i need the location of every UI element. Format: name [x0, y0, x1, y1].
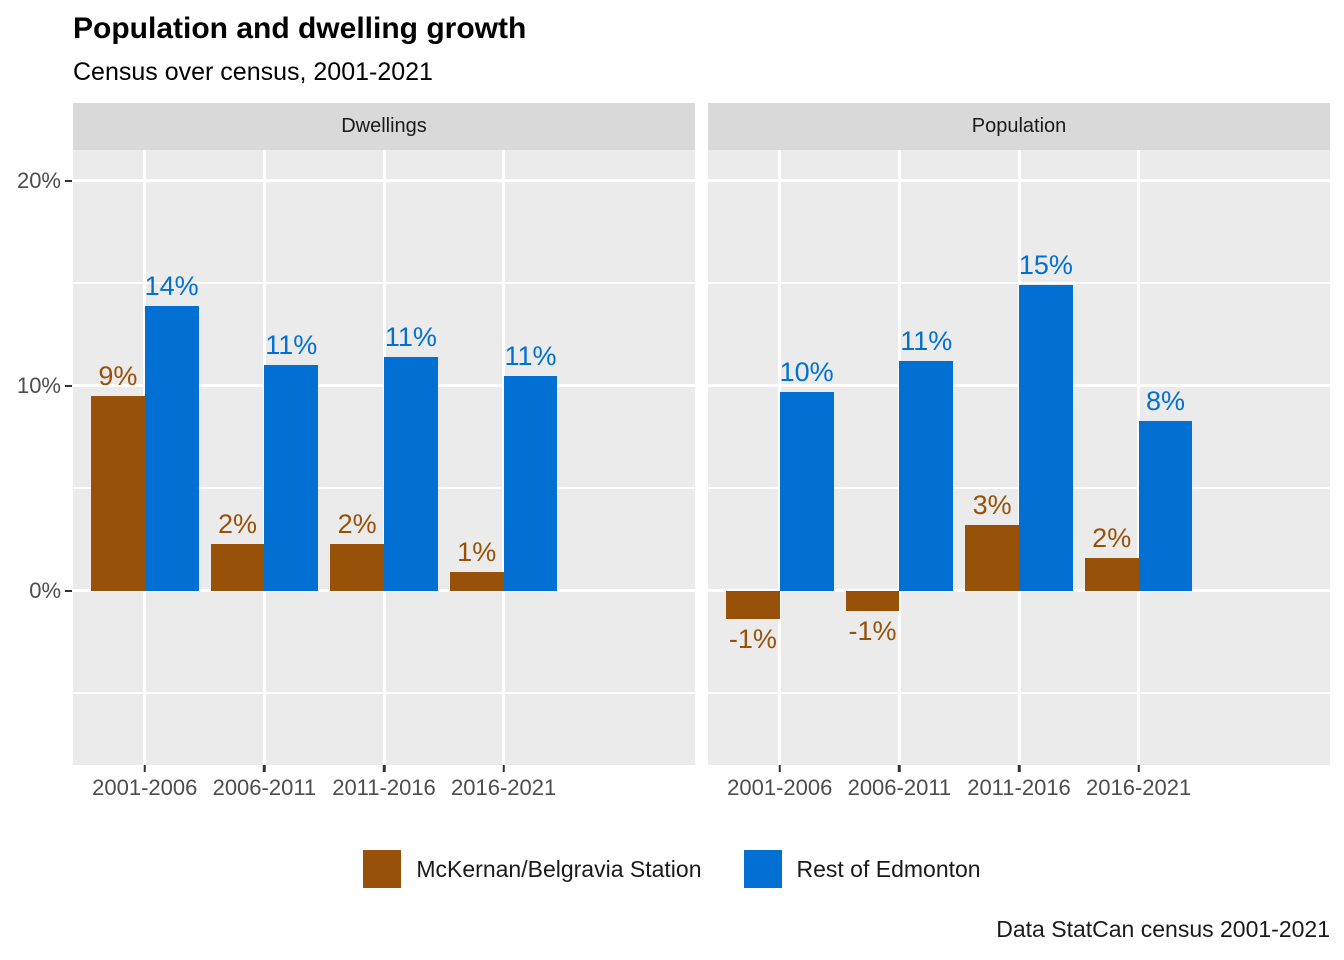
y-axis-tick: [65, 179, 72, 182]
chart-subtitle: Census over census, 2001-2021: [73, 58, 433, 86]
legend-swatch-edmonton: [743, 850, 782, 888]
panel-dwellings: 9% 14% 2% 11% 2% 11% 1% 11%: [73, 150, 695, 765]
panel-population: -1% 10% -1% 11% 3% 15% 2% 8%: [708, 150, 1330, 765]
chart-title: Population and dwelling growth: [73, 12, 527, 45]
bar: [1084, 557, 1139, 591]
bar: [1138, 420, 1193, 591]
x-axis-tick: [143, 765, 147, 772]
facet-strip-population: Population: [708, 103, 1330, 150]
bar: [90, 396, 145, 591]
legend-item-mckernan: McKernan/Belgravia Station: [363, 850, 702, 888]
bar-value-label: 8%: [1146, 385, 1186, 416]
x-tick-label: 2001-2006: [92, 775, 198, 800]
bar: [899, 361, 954, 591]
x-tick-label: 2006-2011: [212, 775, 317, 800]
bar-value-label: -1%: [728, 624, 777, 655]
bar-value-label: 14%: [144, 270, 199, 301]
facet-strip-label: Dwellings: [341, 115, 427, 137]
bar-value-label: 9%: [98, 361, 138, 391]
y-axis-tick: [65, 589, 72, 592]
bar: [725, 590, 780, 620]
facet-dwellings: Dwellings 9% 14% 2% 11% 2% 11% 1% 11% 2001-2006…: [73, 103, 695, 803]
bar: [503, 375, 558, 591]
y-axis-tick: [65, 384, 72, 387]
x-tick-label: 2001-2006: [727, 775, 833, 800]
bar-value-label: 2%: [1092, 522, 1132, 553]
y-axis: 20% 10% 0%: [0, 150, 73, 765]
bar: [330, 543, 384, 591]
bar-value-label: 11%: [900, 326, 953, 357]
x-axis-tick: [1017, 765, 1021, 772]
bar-value-label: 11%: [384, 322, 437, 353]
facet-strip-dwellings: Dwellings: [73, 103, 695, 150]
facet-population: Population -1% 10% -1% 11% 3% 15% 2% 8% 2001-20…: [708, 103, 1330, 803]
legend-label: McKernan/Belgravia Station: [416, 855, 702, 882]
y-tick-label: 20%: [16, 167, 61, 193]
x-tick-label: 2016-2021: [1086, 775, 1192, 800]
facet-strip-label: Population: [971, 115, 1067, 137]
legend-swatch-mckernan: [363, 850, 402, 888]
bar-value-label: 15%: [1018, 250, 1073, 281]
x-axis-tick: [778, 765, 782, 772]
chart-caption: Data StatCan census 2001-2021: [996, 916, 1330, 942]
y-tick-label: 10%: [16, 372, 61, 398]
bar: [845, 590, 900, 612]
bar: [384, 357, 438, 591]
bar: [144, 305, 199, 591]
bar-value-label: 11%: [265, 330, 318, 361]
x-axis-tick: [898, 765, 901, 772]
x-tick-label: 2011-2016: [332, 775, 436, 800]
bar: [264, 365, 319, 591]
bar-value-label: 3%: [972, 490, 1012, 521]
bar-value-label: -1%: [848, 616, 897, 647]
y-tick-label: 0%: [29, 577, 61, 603]
bar-value-label: 11%: [504, 340, 557, 371]
bar-value-label: 10%: [779, 356, 834, 387]
bar: [1019, 285, 1073, 591]
bar-value-label: 2%: [217, 508, 257, 539]
bar-value-label: 2%: [337, 508, 377, 539]
bar: [210, 543, 265, 591]
x-axis-tick: [502, 765, 505, 772]
bar-value-label: 1%: [457, 537, 497, 568]
x-axis-tick: [263, 765, 266, 772]
legend: McKernan/Belgravia Station Rest of Edmon…: [0, 845, 1344, 893]
x-tick-label: 2016-2021: [451, 775, 557, 800]
x-tick-label: 2011-2016: [967, 775, 1071, 800]
bar: [449, 572, 504, 591]
legend-item-edmonton: Rest of Edmonton: [743, 850, 981, 888]
bar: [965, 525, 1019, 591]
bar: [779, 391, 834, 591]
x-axis-tick: [382, 765, 386, 772]
x-axis-tick: [1137, 765, 1140, 772]
x-tick-label: 2006-2011: [847, 775, 952, 800]
legend-label: Rest of Edmonton: [796, 855, 981, 882]
